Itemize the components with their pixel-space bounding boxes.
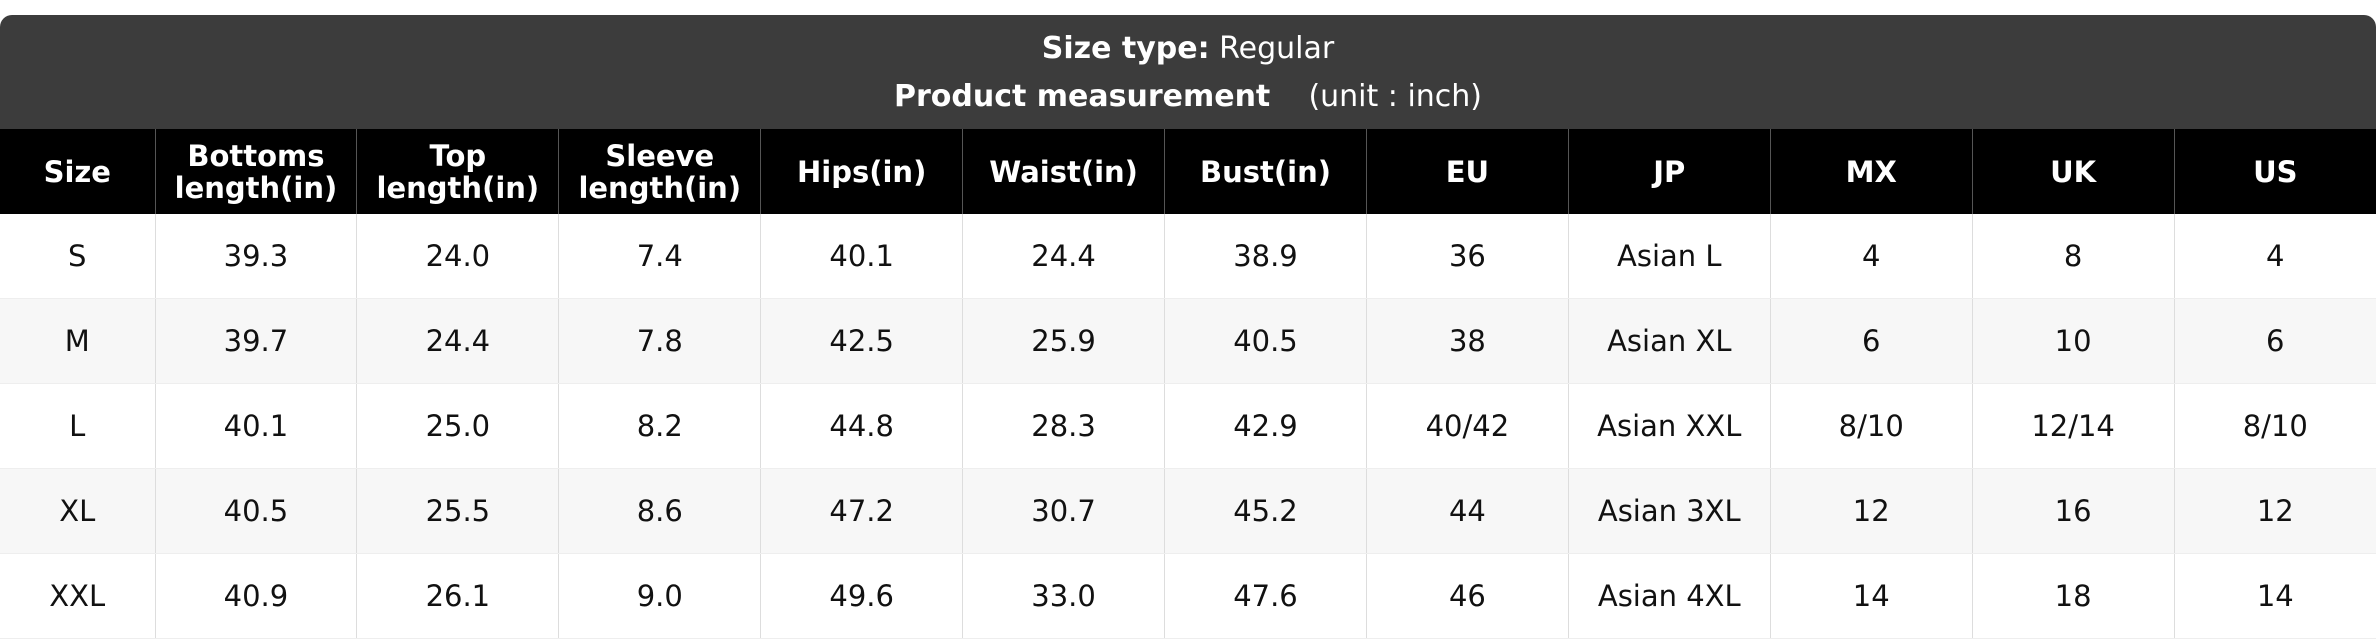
cell: 24.4 — [962, 214, 1165, 299]
cell: XXL — [0, 553, 155, 639]
unit: (unit : inch) — [1308, 79, 1483, 114]
table-row: XXL 40.9 26.1 9.0 49.6 33.0 47.6 46 Asian 4XL 14 1… — [0, 553, 2376, 639]
cell: Asian XL — [1567, 298, 1771, 384]
cell: 40.9 — [154, 553, 357, 639]
cell: 47.2 — [760, 468, 963, 554]
cell: 40.5 — [1164, 298, 1367, 384]
cell: 8/10 — [1769, 383, 1973, 469]
cell: 47.6 — [1164, 553, 1367, 639]
table-row: M 39.7 24.4 7.8 42.5 25.9 40.5 38 Asian XL 6 10 6 — [0, 298, 2376, 384]
column-header: Bust(in) — [1164, 129, 1367, 214]
size-chart: Size type: Regular Product measurement (… — [0, 15, 2376, 639]
column-header: Waist(in) — [962, 129, 1165, 214]
cell: L — [0, 383, 155, 469]
cell: 14 — [1769, 553, 1973, 639]
title-line: Product measurement (unit : inch) — [0, 71, 2376, 127]
cell: 4 — [1769, 214, 1973, 299]
header-row: Size Bottoms length(in) Top length(in) Slee… — [0, 129, 2376, 214]
column-header: JP — [1567, 129, 1771, 214]
cell: 25.0 — [356, 383, 559, 469]
cell: 8.2 — [558, 383, 761, 469]
column-header: Top length(in) — [356, 129, 559, 214]
cell: 14 — [2173, 553, 2376, 639]
cell: 26.1 — [356, 553, 559, 639]
table-row: XL 40.5 25.5 8.6 47.2 30.7 45.2 44 Asian 3XL 12 16… — [0, 468, 2376, 554]
cell: Asian L — [1567, 214, 1771, 299]
cell: 25.5 — [356, 468, 559, 554]
cell: 25.9 — [962, 298, 1165, 384]
measurement-table: Size Bottoms length(in) Top length(in) Slee… — [0, 129, 2376, 639]
title: Product measurement — [893, 79, 1271, 114]
cell: 45.2 — [1164, 468, 1367, 554]
cell: 28.3 — [962, 383, 1165, 469]
cell: 24.4 — [356, 298, 559, 384]
cell: 18 — [1971, 553, 2175, 639]
cell: 6 — [1769, 298, 1973, 384]
size-type: Size type: Regular — [0, 15, 2376, 71]
size-type-label: Size type: — [1041, 31, 1210, 66]
cell: 12 — [1769, 468, 1973, 554]
cell: M — [0, 298, 155, 384]
cell: 7.8 — [558, 298, 761, 384]
cell: 49.6 — [760, 553, 963, 639]
cell: XL — [0, 468, 155, 554]
cell: 30.7 — [962, 468, 1165, 554]
cell: 16 — [1971, 468, 2175, 554]
cell: 39.3 — [154, 214, 357, 299]
column-header: EU — [1365, 129, 1569, 214]
cell: 12 — [2173, 468, 2376, 554]
cell: 40.1 — [760, 214, 963, 299]
cell: 8.6 — [558, 468, 761, 554]
cell: 38.9 — [1164, 214, 1367, 299]
cell: 44 — [1365, 468, 1569, 554]
cell: 46 — [1365, 553, 1569, 639]
cell: 7.4 — [558, 214, 761, 299]
cell: 44.8 — [760, 383, 963, 469]
cell: 9.0 — [558, 553, 761, 639]
cell: 4 — [2173, 214, 2376, 299]
cell: 36 — [1365, 214, 1569, 299]
cell: 24.0 — [356, 214, 559, 299]
column-header: Hips(in) — [760, 129, 963, 214]
cell: Asian 4XL — [1567, 553, 1771, 639]
cell: 40/42 — [1365, 383, 1569, 469]
cell: 42.5 — [760, 298, 963, 384]
column-header: Size — [0, 129, 155, 214]
cell: 8/10 — [2173, 383, 2376, 469]
cell: 42.9 — [1164, 383, 1367, 469]
column-header: MX — [1769, 129, 1973, 214]
cell: 8 — [1971, 214, 2175, 299]
header: Size type: Regular Product measurement (… — [0, 15, 2376, 129]
table-row: L 40.1 25.0 8.2 44.8 28.3 42.9 40/42 Asian XXL 8/… — [0, 383, 2376, 469]
cell: 39.7 — [154, 298, 357, 384]
cell: 6 — [2173, 298, 2376, 384]
cell: 33.0 — [962, 553, 1165, 639]
size-type-value: Regular — [1219, 31, 1335, 66]
cell: S — [0, 214, 155, 299]
column-header: US — [2173, 129, 2376, 214]
cell: 12/14 — [1971, 383, 2175, 469]
cell: 38 — [1365, 298, 1569, 384]
cell: Asian XXL — [1567, 383, 1771, 469]
column-header: Bottoms length(in) — [154, 129, 357, 214]
column-header: UK — [1971, 129, 2175, 214]
cell: 40.5 — [154, 468, 357, 554]
column-header: Sleeve length(in) — [558, 129, 761, 214]
cell: Asian 3XL — [1567, 468, 1771, 554]
cell: 10 — [1971, 298, 2175, 384]
cell: 40.1 — [154, 383, 357, 469]
